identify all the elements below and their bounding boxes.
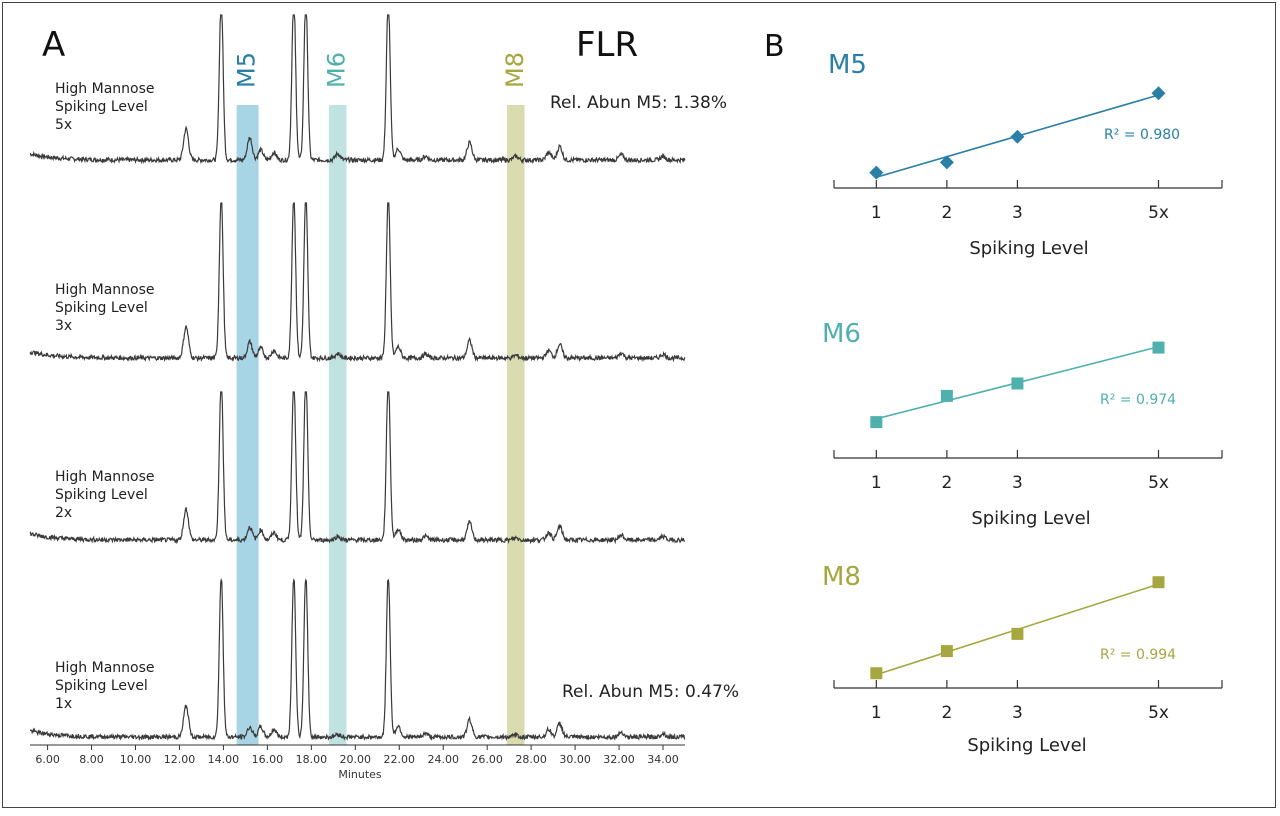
minutes-tick-label: 16.00 xyxy=(252,753,284,766)
chromatogram-traces xyxy=(29,14,686,742)
rel-abundance-top: Rel. Abun M5: 1.38% xyxy=(550,93,727,113)
regression-point xyxy=(1152,341,1165,354)
minutes-tick-label: 12.00 xyxy=(164,753,196,766)
band-m5 xyxy=(236,105,259,745)
trace-3x xyxy=(29,202,686,363)
regression-tick-label: 5x xyxy=(1148,703,1169,723)
regression-tick-label: 5x xyxy=(1148,203,1169,223)
regression-tick-label: 3 xyxy=(1012,203,1023,223)
band-label-m6: M6 xyxy=(323,52,351,88)
trace-label-line: Spiking Level xyxy=(55,487,148,503)
trace-label-line: High Mannose xyxy=(55,81,155,97)
regression-title: M6 xyxy=(822,319,861,349)
r2-label: R² = 0.974 xyxy=(1100,392,1176,408)
band-label-m8: M8 xyxy=(501,52,529,88)
trace-label-line: High Mannose xyxy=(55,469,155,485)
regression-point xyxy=(940,645,953,658)
regression-tick-label: 2 xyxy=(941,703,952,723)
regression-tick-label: 1 xyxy=(871,203,882,223)
regression-chart-m8: M8 R² = 0.994 Spiking Level 1 2 3 5x xyxy=(822,562,1223,756)
regression-chart-m5: M5 R² = 0.980 Spiking Level 1 2 3 5x xyxy=(828,50,1223,259)
panel-a-label: A xyxy=(42,25,65,65)
trace-label-line: Spiking Level xyxy=(55,300,148,316)
trace-label-line: 3x xyxy=(55,318,72,334)
regression-title: M5 xyxy=(828,50,867,80)
r2-label: R² = 0.980 xyxy=(1104,127,1180,143)
minutes-tick-label: 8.00 xyxy=(79,753,104,766)
regression-point xyxy=(939,155,954,170)
regression-x-label: Spiking Level xyxy=(967,735,1086,756)
regression-tick-label: 3 xyxy=(1012,473,1023,493)
minutes-tick-label: 22.00 xyxy=(384,753,416,766)
detector-label: FLR xyxy=(576,25,638,65)
minutes-axis-label: Minutes xyxy=(338,768,382,781)
trace-label-1x: High Mannose Spiking Level 1x xyxy=(55,660,155,712)
trace-label-line: 5x xyxy=(55,117,72,133)
regression-point xyxy=(1010,129,1025,144)
band-m6 xyxy=(328,105,347,745)
minutes-axis: 6.00 8.00 10.00 12.00 14.00 16.00 18.00 20.00 22… xyxy=(30,744,685,766)
rel-abundance-bottom: Rel. Abun M5: 0.47% xyxy=(562,682,739,702)
regression-point xyxy=(1152,576,1165,589)
regression-chart-m6: M6 R² = 0.974 Spiking Level 1 2 3 5x xyxy=(822,319,1223,529)
regression-point xyxy=(940,389,953,402)
regression-tick-label: 1 xyxy=(871,473,882,493)
minutes-tick-label: 18.00 xyxy=(296,753,328,766)
regression-tick-label: 5x xyxy=(1148,473,1169,493)
trace-label-line: Spiking Level xyxy=(55,678,148,694)
regression-point xyxy=(1011,627,1024,640)
minutes-tick-label: 14.00 xyxy=(208,753,240,766)
trace-label-3x: High Mannose Spiking Level 3x xyxy=(55,282,155,334)
regression-tick-label: 2 xyxy=(941,203,952,223)
trace-5x xyxy=(29,14,686,165)
regression-point xyxy=(870,416,883,429)
band-label-m5: M5 xyxy=(233,52,261,88)
minutes-tick-label: 24.00 xyxy=(427,753,459,766)
minutes-tick-label: 32.00 xyxy=(603,753,635,766)
regression-tick-label: 3 xyxy=(1012,703,1023,723)
regression-point xyxy=(1151,86,1166,101)
regression-tick-label: 2 xyxy=(941,473,952,493)
regression-title: M8 xyxy=(822,562,861,592)
trace-label-line: High Mannose xyxy=(55,660,155,676)
minutes-tick-label: 28.00 xyxy=(515,753,547,766)
regression-point xyxy=(869,165,884,180)
minutes-tick-label: 30.00 xyxy=(559,753,591,766)
regression-point xyxy=(870,667,883,680)
minutes-tick-label: 26.00 xyxy=(471,753,503,766)
regression-tick-label: 1 xyxy=(871,703,882,723)
trace-label-5x: High Mannose Spiking Level 5x xyxy=(55,81,155,133)
trace-label-2x: High Mannose Spiking Level 2x xyxy=(55,469,155,521)
trace-label-line: Spiking Level xyxy=(55,99,148,115)
minutes-tick-label: 20.00 xyxy=(340,753,372,766)
panel-b-label: B xyxy=(764,29,785,64)
regression-x-label: Spiking Level xyxy=(971,508,1090,529)
minutes-tick-label: 6.00 xyxy=(35,753,60,766)
trace-label-line: 1x xyxy=(55,696,72,712)
regression-x-label: Spiking Level xyxy=(969,238,1088,259)
band-m8 xyxy=(506,105,525,745)
trace-label-line: 2x xyxy=(55,505,72,521)
minutes-tick-label: 34.00 xyxy=(647,753,679,766)
regression-point xyxy=(1011,377,1024,390)
trace-2x xyxy=(29,391,685,545)
trace-1x xyxy=(29,577,686,742)
r2-label: R² = 0.994 xyxy=(1100,647,1176,663)
trace-label-line: High Mannose xyxy=(55,282,155,298)
highlight-bands: M5 M6 M8 xyxy=(233,52,529,745)
minutes-tick-label: 10.00 xyxy=(120,753,152,766)
